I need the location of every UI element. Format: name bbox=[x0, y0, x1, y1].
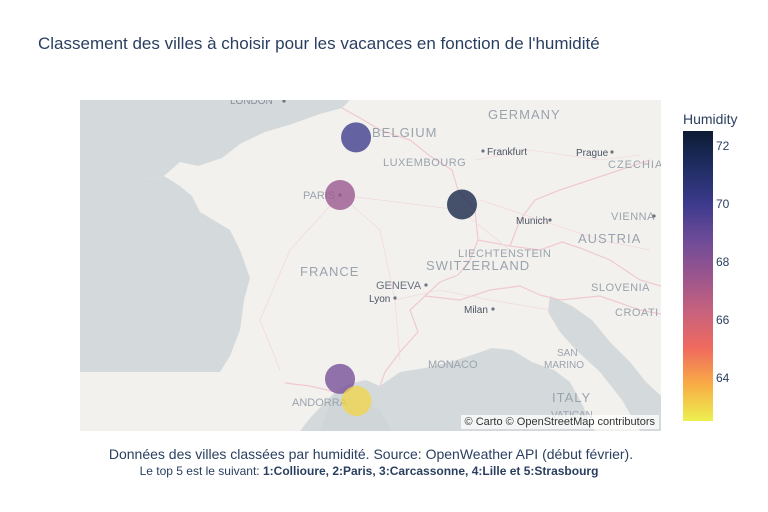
colorbar-tick: 70 bbox=[716, 196, 730, 211]
city-dot-prague bbox=[610, 150, 614, 154]
map-attribution[interactable]: © Carto © OpenStreetMap contributors bbox=[460, 415, 659, 429]
city-marker[interactable] bbox=[325, 363, 355, 394]
colorbar-tick: 66 bbox=[716, 312, 730, 327]
map-label-milan: Milan bbox=[464, 305, 488, 316]
map-label-france: FRANCE bbox=[300, 264, 359, 279]
city-dot-london bbox=[282, 100, 286, 103]
city-dot-milan bbox=[491, 307, 495, 311]
colorbar-tick: 64 bbox=[716, 370, 730, 385]
map-label-frankfurt: Frankfurt bbox=[487, 147, 527, 158]
map-label-london: LONDON bbox=[230, 100, 273, 107]
map-label-prague: Prague bbox=[576, 148, 609, 159]
map-label-austria: AUSTRIA bbox=[578, 231, 641, 246]
city-dot-vienna bbox=[652, 214, 656, 218]
map-canvas[interactable]: LONDON BELGIUM GERMANY LUXEMBOURG Frankf… bbox=[80, 100, 661, 431]
map-label-czechia: CZECHIA bbox=[608, 159, 661, 171]
map-label-liechtenstein: LIECHTENSTEIN bbox=[458, 248, 551, 260]
map-label-luxembourg: LUXEMBOURG bbox=[383, 157, 466, 169]
footnote-source: Données des villes classées par humidité… bbox=[108, 446, 634, 462]
city-dot-frankfurt bbox=[481, 149, 485, 153]
map-labels: LONDON BELGIUM GERMANY LUXEMBOURG Frankf… bbox=[230, 100, 661, 421]
markers-layer bbox=[325, 122, 477, 416]
footnote-top5-prefix: Le top 5 est le suivant: bbox=[139, 464, 263, 478]
map-label-croati: CROATI bbox=[615, 307, 659, 319]
city-marker[interactable] bbox=[447, 189, 477, 220]
map-label-slovenia: SLOVENIA bbox=[591, 282, 650, 294]
map-label-san: SAN bbox=[557, 348, 578, 359]
map-label-lyon: Lyon bbox=[369, 294, 390, 305]
country-borders bbox=[284, 107, 661, 393]
sea-adriatic bbox=[548, 296, 661, 431]
colorbar-tick: 68 bbox=[716, 254, 730, 269]
city-marker[interactable] bbox=[325, 180, 355, 210]
city-marker[interactable] bbox=[341, 386, 372, 416]
sea-atlantic bbox=[80, 170, 250, 372]
city-dot-munich bbox=[548, 218, 552, 222]
chart-title: Classement des villes à choisir pour les… bbox=[38, 34, 600, 53]
footnote-top5: Le top 5 est le suivant: 1:Collioure, 2:… bbox=[0, 464, 738, 478]
map-label-andorra: ANDORRA bbox=[292, 397, 348, 409]
sea-north bbox=[80, 100, 350, 180]
roads bbox=[259, 149, 651, 371]
map-label-belgium: BELGIUM bbox=[372, 125, 438, 140]
map-label-switzerland: SWITZERLAND bbox=[426, 258, 530, 273]
map-label-monaco: MONACO bbox=[428, 359, 478, 371]
map-label-marino: MARINO bbox=[544, 360, 584, 371]
city-dot-lyon bbox=[393, 296, 397, 300]
city-dot-geneva bbox=[424, 283, 428, 287]
map-label-geneva: GENEVA bbox=[376, 280, 422, 292]
colorbar bbox=[683, 131, 713, 421]
footnote-top5-list: 1:Collioure, 2:Paris, 3:Carcassonne, 4:L… bbox=[262, 464, 599, 478]
map-label-munich: Munich bbox=[516, 216, 548, 227]
map-area[interactable]: LONDON BELGIUM GERMANY LUXEMBOURG Frankf… bbox=[80, 100, 661, 431]
colorbar-tick: 72 bbox=[716, 138, 730, 153]
colorbar-title: Humidity bbox=[683, 111, 738, 127]
map-label-vienna: VIENNA bbox=[611, 211, 655, 223]
city-marker[interactable] bbox=[341, 122, 372, 153]
map-label-italy: ITALY bbox=[552, 390, 591, 405]
map-label-germany: GERMANY bbox=[488, 107, 561, 122]
